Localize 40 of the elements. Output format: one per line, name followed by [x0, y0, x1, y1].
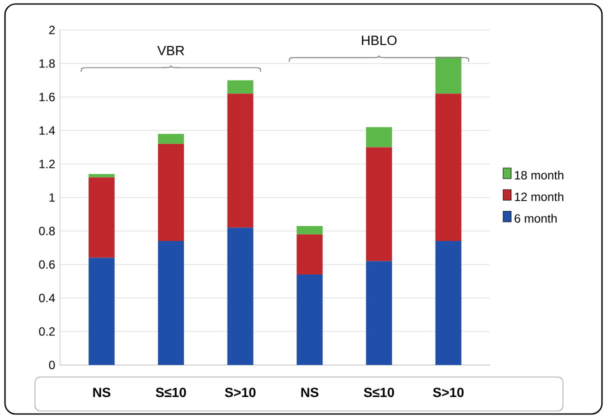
bar — [88, 258, 115, 365]
bar — [227, 80, 254, 94]
y-tick-label: 1.8 — [40, 59, 55, 68]
x-tick-label: NS — [93, 388, 110, 398]
bar — [296, 226, 323, 234]
bar — [435, 56, 462, 94]
bar — [88, 174, 115, 178]
y-tick-label: 0.4 — [39, 294, 55, 302]
y-tick-label: 1.4 — [40, 126, 55, 135]
legend-label: 12 month — [514, 192, 564, 202]
bar — [366, 261, 392, 365]
bar — [158, 134, 184, 144]
legend-label: 6 month — [514, 214, 557, 223]
y-tick-label: 0.2 — [39, 327, 55, 336]
legend-label: 18 month — [514, 170, 564, 180]
x-tick-label: NS — [301, 388, 318, 398]
bar — [435, 241, 462, 365]
x-tick-label: S>10 — [224, 388, 256, 398]
bar — [435, 94, 462, 242]
y-tick-label: 2 — [49, 26, 55, 34]
bar — [227, 94, 254, 228]
x-tick-label: S>10 — [433, 388, 464, 398]
bar — [88, 177, 115, 258]
bar — [366, 147, 392, 262]
bar — [158, 241, 184, 365]
bar — [227, 228, 254, 365]
x-tick-label: S≤10 — [156, 388, 186, 398]
y-tick-label: 1 — [50, 193, 55, 202]
y-tick-label: 1.2 — [40, 160, 55, 168]
x-tick-label: S≤10 — [364, 388, 394, 398]
bar — [296, 234, 323, 275]
annotation: VBR — [157, 46, 184, 56]
y-tick-label: 0 — [49, 360, 55, 370]
y-tick-label: 0.6 — [39, 260, 55, 269]
y-tick-label: 1.6 — [40, 92, 55, 102]
y-tick-label: 0.8 — [39, 226, 55, 236]
bar — [158, 144, 184, 242]
annotation: HBLO — [362, 36, 397, 46]
bar — [366, 127, 392, 148]
bar — [296, 274, 323, 365]
